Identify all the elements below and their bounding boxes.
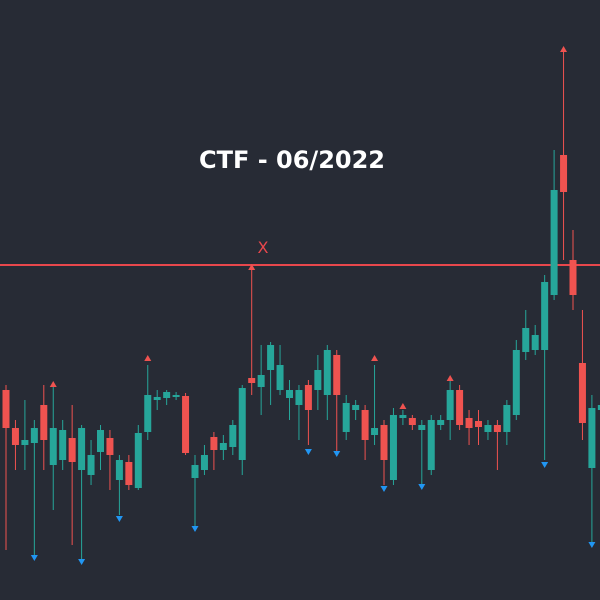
candle-body (210, 437, 218, 450)
candle-body (475, 421, 482, 427)
pivot-low-marker (418, 484, 426, 490)
candle-body (172, 395, 180, 397)
candle-body (531, 335, 539, 350)
candle-body (389, 415, 397, 480)
pivot-high-marker (560, 46, 568, 52)
candle-body (588, 408, 596, 468)
candle-body (361, 410, 369, 440)
candle-body (437, 420, 445, 425)
pivot-low-marker (115, 516, 123, 522)
candle-body (342, 403, 350, 432)
candle-body (87, 455, 95, 475)
annotation: X (258, 238, 269, 257)
candle-body (59, 430, 67, 460)
candle-body (550, 190, 558, 295)
candle-body (182, 396, 190, 453)
candle-body (512, 350, 520, 415)
candle-body (380, 425, 388, 460)
candle-body (97, 430, 104, 452)
pivot-low-marker (191, 526, 199, 532)
candle-body (408, 418, 416, 425)
candle-body (541, 282, 549, 350)
chart-title: CTF - 06/2022 (199, 146, 385, 174)
candle-body (78, 428, 86, 470)
candle-body (333, 355, 341, 395)
candle-body (125, 462, 133, 485)
candle-body (522, 328, 530, 352)
candle-body (503, 405, 511, 432)
candle-body (229, 425, 237, 447)
candle-body (560, 155, 568, 192)
candle-body (248, 378, 256, 383)
candle-body (191, 465, 199, 478)
candle-body (446, 390, 454, 420)
candle-body (238, 388, 246, 460)
candle-body (40, 405, 48, 440)
candle-body (456, 390, 464, 425)
candle-body (163, 392, 171, 398)
candle-body (68, 438, 76, 462)
candle-body (418, 425, 426, 430)
pivot-high-marker (49, 381, 57, 387)
candle-body (597, 405, 600, 410)
candle-body (134, 433, 142, 488)
candle-body (427, 420, 435, 470)
candle-body (21, 440, 29, 445)
candle-body (323, 350, 331, 395)
candle-body (200, 455, 208, 470)
candle-body (465, 418, 473, 428)
pivot-low-marker (541, 462, 549, 468)
candle-body (569, 260, 577, 295)
candle-body (267, 345, 275, 370)
candle-body (219, 443, 227, 450)
candle-body (144, 395, 152, 432)
candle-body (257, 375, 265, 387)
candle-body (371, 428, 379, 435)
pivot-high-marker (446, 375, 454, 381)
candle-body (115, 460, 123, 480)
pivot-low-marker (30, 555, 38, 561)
candle-body (352, 405, 360, 410)
pivot-high-marker (371, 355, 379, 361)
candle-body (30, 428, 38, 443)
pivot-high-marker (248, 264, 256, 270)
candle-body (153, 397, 161, 400)
candle-body (295, 390, 303, 405)
pivot-low-marker (333, 451, 341, 457)
candle-body (2, 390, 10, 428)
candle-body (493, 425, 501, 432)
candle-body (11, 428, 19, 445)
candle-body (286, 390, 293, 398)
candle-body (304, 385, 312, 410)
candle-body (276, 365, 284, 390)
pivot-low-marker (78, 559, 86, 565)
candle-body (49, 428, 57, 465)
pivot-low-marker (304, 449, 312, 455)
candle-body (399, 415, 407, 418)
candle-body (484, 425, 492, 432)
candle-body (314, 370, 322, 390)
pivot-high-marker (399, 403, 407, 409)
pivot-low-marker (588, 542, 596, 548)
pivot-high-marker (144, 355, 152, 361)
candle-body (578, 363, 586, 423)
candle-body (106, 438, 114, 455)
pivot-low-marker (380, 486, 388, 492)
